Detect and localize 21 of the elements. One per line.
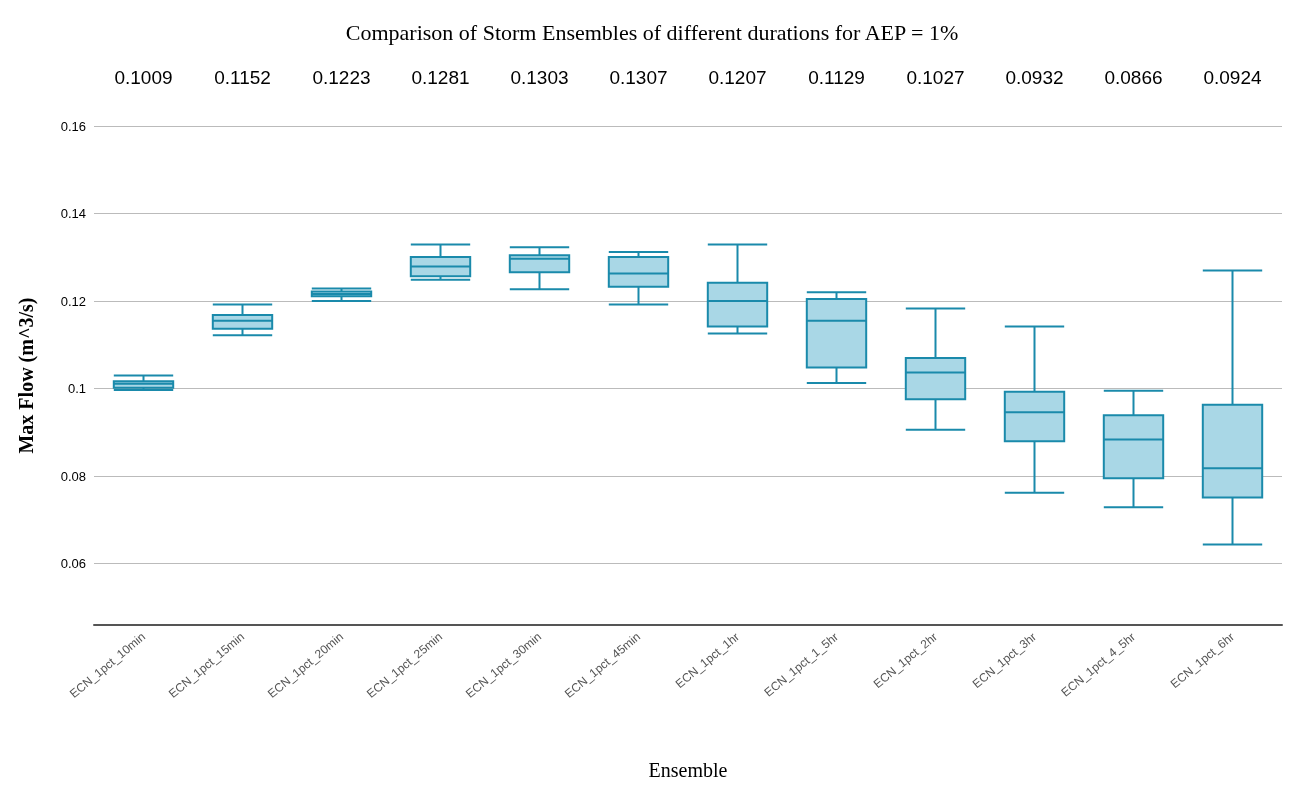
text: 0.1307: [609, 67, 668, 88]
text: 0.1027: [906, 67, 965, 88]
y-tick-label: 0.1: [67, 381, 86, 397]
text: 0.1152: [214, 67, 271, 88]
text: 0.0924: [1203, 67, 1262, 88]
text: 0.0932: [1005, 67, 1064, 88]
y-tick-label: 0.08: [60, 468, 86, 484]
text: 0.1009: [114, 67, 173, 88]
x-axis-title: Ensemble: [648, 759, 728, 781]
y-tick-label: 0.12: [60, 293, 86, 309]
text: 0.1281: [411, 67, 470, 88]
text: 0.0866: [1104, 67, 1163, 88]
text: 0.1303: [510, 67, 569, 88]
y-tick-label: 0.06: [60, 556, 86, 572]
y-axis-title: Max Flow (m^3/s): [15, 297, 38, 454]
chart-title: Comparison of Storm Ensembles of different durations for AEP = 1%: [345, 19, 959, 45]
y-tick-label: 0.16: [60, 118, 86, 134]
text: 0.1223: [312, 67, 371, 88]
y-tick-label: 0.14: [60, 206, 86, 222]
text: 0.1207: [708, 67, 767, 88]
text: 0.1129: [808, 67, 865, 88]
